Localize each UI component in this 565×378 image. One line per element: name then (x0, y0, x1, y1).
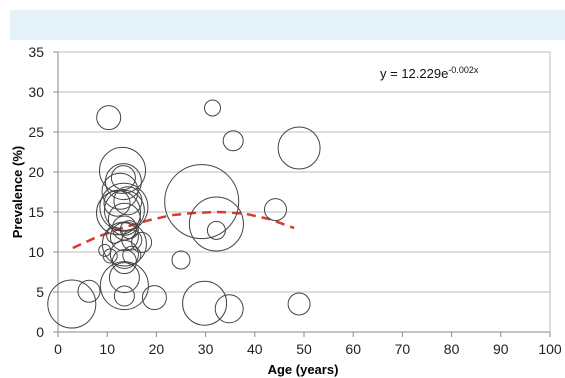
bubble-25 (119, 220, 139, 240)
bubble-33 (204, 99, 221, 117)
y-tick-label-5: 5 (36, 284, 44, 300)
bubble-4 (96, 105, 122, 131)
bubble-14 (103, 189, 145, 231)
bubble-10 (99, 146, 146, 194)
bubbles (47, 99, 321, 329)
bubble-1 (47, 279, 97, 329)
x-tick-label-70: 70 (395, 341, 411, 357)
y-tick-label-30: 30 (28, 84, 44, 100)
x-tick-label-50: 50 (296, 341, 312, 357)
x-tick-label-10: 10 (99, 341, 115, 357)
bubble-13 (99, 182, 149, 232)
y-tick-label-15: 15 (28, 204, 44, 220)
bubble-31 (164, 164, 240, 240)
x-tick-labels: 0 10 20 30 40 50 60 70 80 90 100 (54, 341, 562, 357)
bubble-15 (107, 202, 141, 236)
bubble-21 (108, 262, 140, 294)
x-tick-label-20: 20 (149, 341, 165, 357)
bubble-35 (206, 220, 226, 240)
bubble-38 (264, 198, 287, 222)
x-tick-label-40: 40 (247, 341, 263, 357)
bubble-26 (121, 229, 143, 251)
bubble-36 (214, 294, 244, 324)
y-tick-label-25: 25 (28, 124, 44, 140)
x-tick-label-80: 80 (444, 341, 460, 357)
y-tick-labels: 0 5 10 15 20 25 30 35 (28, 44, 44, 340)
y-tick-label-35: 35 (28, 44, 44, 60)
equation-base: y = 12.229e (380, 66, 448, 81)
x-tick-label-30: 30 (198, 341, 214, 357)
bubble-2 (77, 279, 101, 303)
trendline-equation: y = 12.229e-0.002x (380, 65, 479, 81)
bubble-23 (113, 285, 135, 307)
y-tick-label-0: 0 (36, 324, 44, 340)
bubble-5 (102, 248, 118, 264)
x-tick-label-0: 0 (54, 341, 62, 357)
bubble-28 (131, 231, 153, 253)
bubble-19 (109, 239, 139, 269)
axes (53, 51, 551, 337)
bubble-22 (99, 261, 149, 311)
x-axis-title: Age (years) (268, 362, 339, 377)
bubble-39 (277, 126, 321, 170)
header-banner (10, 10, 565, 40)
bubble-24 (113, 186, 143, 216)
bubble-7 (103, 189, 131, 217)
bubble-11 (104, 163, 142, 201)
y-tick-label-10: 10 (28, 244, 44, 260)
bubble-37 (222, 130, 244, 152)
x-tick-label-90: 90 (493, 341, 509, 357)
bubble-30 (171, 250, 191, 270)
bubble-32 (182, 280, 228, 326)
bubble-27 (122, 245, 142, 265)
bubble-34 (188, 196, 244, 252)
bubble-12 (110, 165, 136, 191)
bubble-40 (287, 292, 311, 316)
y-axis-title: Prevalence (%) (10, 146, 25, 239)
y-tick-label-20: 20 (28, 164, 44, 180)
x-tick-label-60: 60 (345, 341, 361, 357)
bubble-29 (141, 285, 167, 311)
x-tick-label-100: 100 (538, 341, 562, 357)
equation-exponent: -0.002x (448, 65, 479, 75)
